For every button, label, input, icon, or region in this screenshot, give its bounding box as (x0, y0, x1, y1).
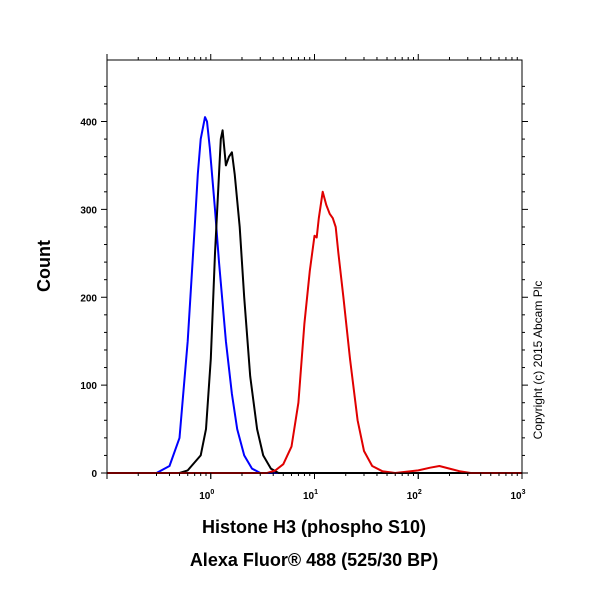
x-tick-label: 100 (199, 489, 214, 502)
x-tick-label-base: 10 (303, 491, 315, 502)
x-axis-ticks: 100 101 102 103 (106, 54, 526, 502)
x-axis-title-line2: Alexa Fluor® 488 (525/30 BP) (190, 550, 438, 570)
series-layer (107, 116, 522, 474)
x-tick-label: 102 (407, 489, 422, 502)
x-tick-label-exponent: 1 (314, 489, 318, 496)
y-axis-ticks: 0 100 200 300 400 (80, 85, 528, 480)
x-axis-title-line1: Histone H3 (phospho S10) (202, 517, 426, 537)
x-tick-label-base: 10 (199, 491, 211, 502)
x-tick-label-exponent: 0 (210, 489, 214, 496)
histogram-series-2 (107, 129, 522, 474)
x-tick-label-base: 10 (407, 491, 419, 502)
y-tick-label: 0 (91, 469, 97, 480)
copyright-notice: Copyright (c) 2015 Abcam Plc (531, 281, 545, 440)
histogram-series-1 (107, 116, 522, 474)
y-tick-label: 100 (80, 381, 97, 392)
x-tick-label-base: 10 (510, 491, 522, 502)
histogram-series-3 (107, 190, 522, 474)
y-axis-title: Count (34, 240, 54, 292)
y-tick-label: 300 (80, 205, 97, 216)
x-tick-label: 103 (510, 489, 525, 502)
x-tick-label-exponent: 3 (522, 489, 526, 496)
y-tick-label: 200 (80, 293, 97, 304)
x-tick-label-exponent: 2 (418, 489, 422, 496)
x-tick-label: 101 (303, 489, 318, 502)
y-tick-label: 400 (80, 118, 97, 129)
